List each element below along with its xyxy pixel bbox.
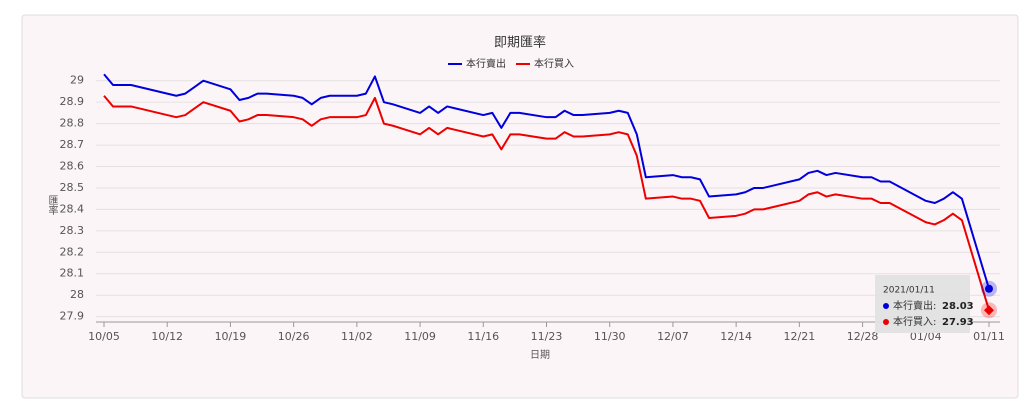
y-axis-label: 匯率 <box>46 195 58 216</box>
x-tick-label: 01/11 <box>973 330 1005 343</box>
x-tick-label: 10/19 <box>215 330 247 343</box>
y-tick-label: 28.5 <box>60 181 85 194</box>
tooltip <box>875 275 970 333</box>
y-tick-label: 28.4 <box>60 202 85 215</box>
hover-point <box>984 305 994 316</box>
x-tick-label: 11/16 <box>467 330 499 343</box>
tooltip-dot <box>883 303 889 309</box>
y-tick-label: 29 <box>70 74 84 87</box>
y-tick-label: 28.6 <box>60 160 85 173</box>
tooltip-label: 本行買入: <box>893 315 936 328</box>
x-tick-label: 10/26 <box>278 330 310 343</box>
x-tick-label: 10/05 <box>88 330 120 343</box>
x-tick-label: 01/04 <box>910 330 942 343</box>
y-tick-label: 28.1 <box>60 267 85 280</box>
y-tick-label: 28.7 <box>60 138 85 151</box>
series-line <box>103 73 990 290</box>
x-axis-label: 日期 <box>530 349 550 361</box>
x-tick-label: 12/14 <box>720 330 752 343</box>
x-tick-label: 11/23 <box>531 330 563 343</box>
y-tick-label: 28 <box>70 288 84 301</box>
x-tick-label: 11/30 <box>594 330 626 343</box>
tooltip-title: 2021/01/11 <box>883 286 935 296</box>
x-tick-label: 11/09 <box>404 330 436 343</box>
tooltip-label: 本行賣出: <box>893 299 936 312</box>
x-tick-label: 12/28 <box>847 330 879 343</box>
y-tick-label: 28.9 <box>60 95 85 108</box>
series-line <box>103 95 990 311</box>
y-tick-label: 28.2 <box>60 245 85 258</box>
legend-label: 本行買入 <box>534 57 574 70</box>
hover-point <box>985 284 993 293</box>
y-tick-label: 28.3 <box>60 224 85 237</box>
tooltip-dot <box>883 319 889 325</box>
y-tick-label: 27.9 <box>60 310 85 323</box>
x-tick-label: 11/02 <box>341 330 373 343</box>
tooltip-value: 27.93 <box>942 317 974 328</box>
y-tick-label: 28.8 <box>60 117 85 130</box>
x-tick-label: 12/21 <box>784 330 816 343</box>
x-tick-label: 10/12 <box>151 330 183 343</box>
chart-title: 即期匯率 <box>494 35 546 51</box>
legend-label: 本行賣出 <box>466 57 506 70</box>
chart-frame <box>21 14 1019 399</box>
x-tick-label: 12/07 <box>657 330 689 343</box>
tooltip-value: 28.03 <box>942 301 974 312</box>
